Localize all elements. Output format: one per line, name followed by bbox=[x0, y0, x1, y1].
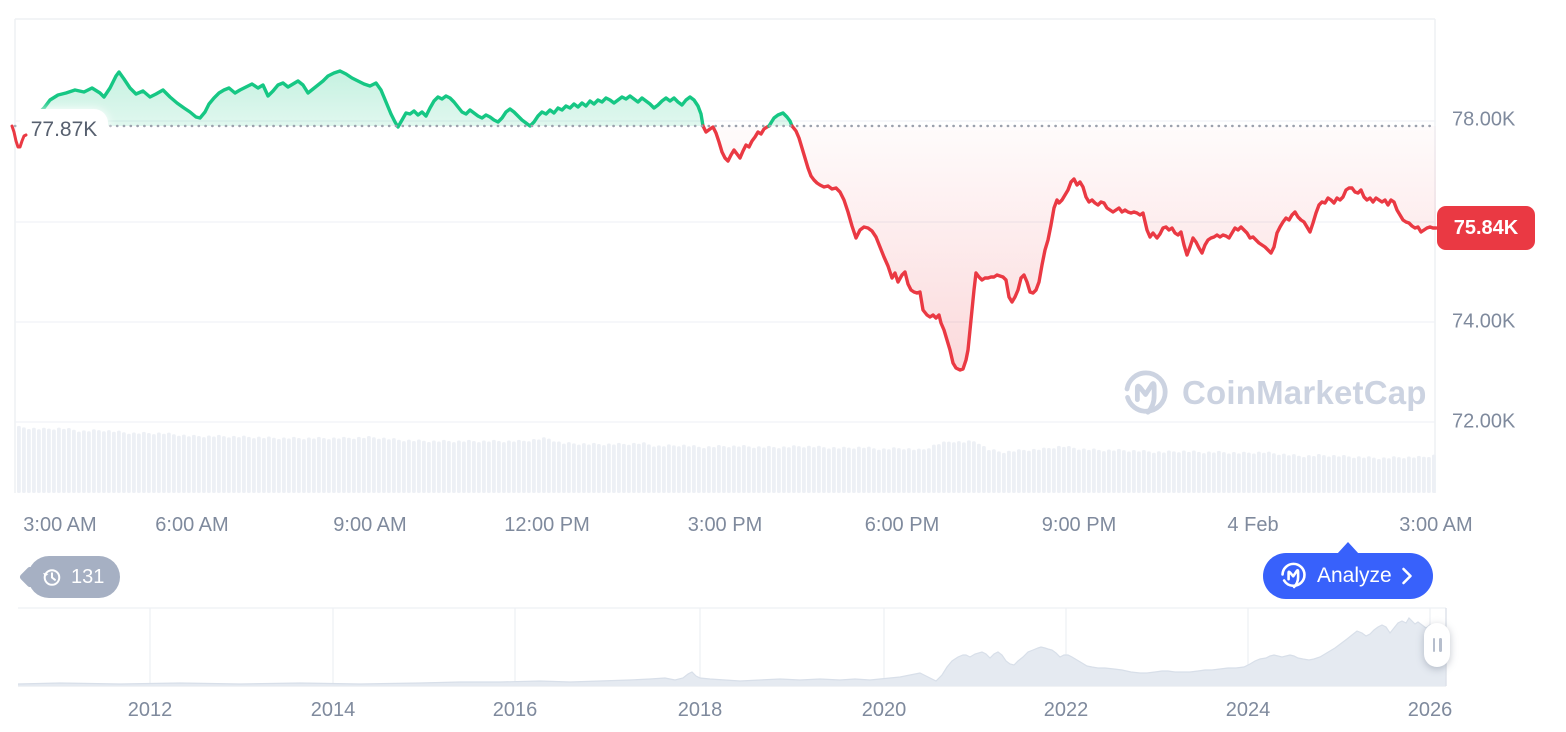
x-axis-tick: 6:00 AM bbox=[155, 514, 229, 536]
minimap-year-tick: 2014 bbox=[310, 699, 356, 721]
x-axis-tick: 6:00 PM bbox=[864, 514, 940, 536]
clock-history-icon bbox=[43, 568, 61, 586]
minimap-year-tick: 2020 bbox=[861, 699, 907, 721]
analyze-label: Analyze bbox=[1317, 564, 1392, 587]
minimap-range-selector[interactable] bbox=[18, 606, 1446, 686]
last-price-value: 75.84K bbox=[1453, 216, 1519, 239]
minimap-year-tick: 2026 bbox=[1407, 699, 1453, 721]
minimap-chart bbox=[17, 607, 1447, 687]
x-axis-tick: 4 Feb bbox=[1227, 514, 1279, 536]
y-axis-tick: 72.00K bbox=[1452, 410, 1516, 433]
reference-price-label: 77.87K bbox=[20, 109, 108, 150]
reference-price-value: 77.87K bbox=[30, 117, 98, 141]
minimap-year-tick: 2024 bbox=[1225, 699, 1271, 721]
minimap-right-handle[interactable] bbox=[1424, 623, 1450, 667]
coinmarketcap-logo-icon bbox=[1124, 370, 1168, 415]
minimap-year-tick: 2022 bbox=[1043, 699, 1089, 721]
price-area-fills bbox=[30, 71, 1436, 370]
x-axis-tick: 3:00 AM bbox=[23, 514, 97, 536]
history-count: 131 bbox=[71, 565, 105, 588]
coinmarketcap-watermark: CoinMarketCap bbox=[1122, 368, 1427, 418]
minimap-year-tick: 2018 bbox=[677, 699, 723, 721]
analyze-button[interactable]: Analyze bbox=[1263, 553, 1433, 599]
price-line bbox=[28, 69, 1438, 372]
last-price-badge: 75.84K bbox=[1437, 206, 1535, 250]
y-axis-tick: 78.00K bbox=[1452, 108, 1516, 131]
price-line-left-tail bbox=[10, 124, 28, 149]
x-axis-tick: 9:00 PM bbox=[1041, 514, 1117, 536]
x-axis-tick: 12:00 PM bbox=[504, 514, 590, 536]
plot-borders bbox=[14, 18, 1436, 493]
minimap-year-tick: 2016 bbox=[492, 699, 538, 721]
y-axis-tick: 74.00K bbox=[1452, 310, 1516, 333]
analyze-cmc-logo-icon bbox=[1281, 562, 1306, 589]
minimap-year-tick: 2012 bbox=[127, 699, 173, 721]
chevron-right-icon bbox=[1401, 567, 1412, 585]
x-axis-tick: 9:00 AM bbox=[333, 514, 407, 536]
drag-handle-grip bbox=[1432, 638, 1435, 652]
x-axis-tick: 3:00 PM bbox=[687, 514, 763, 536]
drag-handle-grip bbox=[1439, 638, 1442, 652]
history-count-badge[interactable]: 131 bbox=[28, 556, 121, 598]
x-axis-tick: 3:00 AM bbox=[1399, 514, 1473, 536]
watermark-text: CoinMarketCap bbox=[1182, 374, 1427, 411]
volume-bars bbox=[17, 425, 1436, 493]
